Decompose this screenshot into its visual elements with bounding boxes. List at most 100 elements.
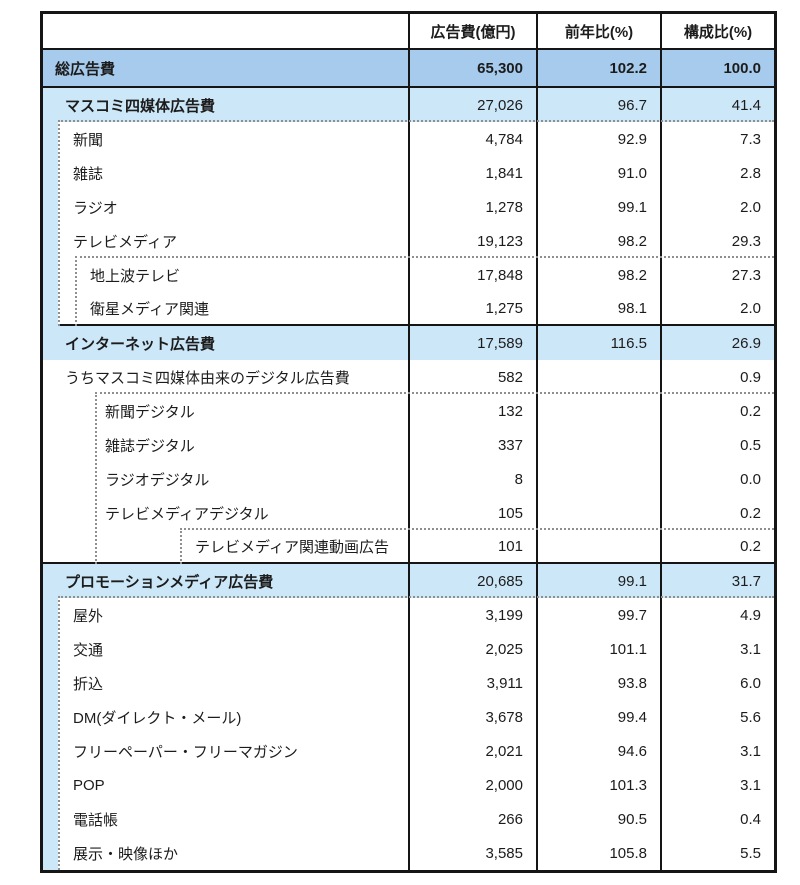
row-label: 折込 <box>73 675 104 693</box>
cost-cell: 3,199 <box>408 598 536 632</box>
yoy-cell: 105.8 <box>536 836 660 870</box>
cost-cell: 3,911 <box>408 666 536 700</box>
table-row: ラジオ 1,278 99.1 2.0 <box>43 190 774 224</box>
yoy-cell: 98.2 <box>536 224 660 258</box>
share-cell: 0.2 <box>660 530 774 562</box>
row-label: 屋外 <box>73 607 104 625</box>
table-row: テレビメディア 19,123 98.2 29.3 <box>43 224 774 258</box>
table-row: 屋外 3,199 99.7 4.9 <box>43 598 774 632</box>
row-label: ラジオデジタル <box>105 471 210 489</box>
yoy-cell: 102.2 <box>536 50 660 86</box>
cost-cell: 4,784 <box>408 122 536 156</box>
header-row: 広告費(億円) 前年比(%) 構成比(%) <box>43 14 774 50</box>
cost-cell: 105 <box>408 496 536 530</box>
table-row-section: マスコミ四媒体広告費 27,026 96.7 41.4 <box>43 88 774 122</box>
share-cell: 0.9 <box>660 360 774 394</box>
table-row: 電話帳 266 90.5 0.4 <box>43 802 774 836</box>
cost-cell: 2,021 <box>408 734 536 768</box>
yoy-cell: 99.7 <box>536 598 660 632</box>
yoy-cell: 93.8 <box>536 666 660 700</box>
share-cell: 31.7 <box>660 564 774 598</box>
ad-spend-table: 広告費(億円) 前年比(%) 構成比(%) 総広告費 65,300 102.2 … <box>40 11 777 873</box>
table-row: 地上波テレビ 17,848 98.2 27.3 <box>43 258 774 292</box>
row-label: フリーペーパー・フリーマガジン <box>73 743 298 761</box>
share-cell: 100.0 <box>660 50 774 86</box>
table-row: 雑誌 1,841 91.0 2.8 <box>43 156 774 190</box>
yoy-cell: 99.4 <box>536 700 660 734</box>
yoy-cell <box>536 394 660 428</box>
table-row: 折込 3,911 93.8 6.0 <box>43 666 774 700</box>
corner-cell <box>43 14 408 48</box>
cost-cell: 17,848 <box>408 258 536 292</box>
share-cell: 5.5 <box>660 836 774 870</box>
yoy-cell: 116.5 <box>536 326 660 360</box>
yoy-cell: 92.9 <box>536 122 660 156</box>
yoy-cell: 98.2 <box>536 258 660 292</box>
share-cell: 3.1 <box>660 734 774 768</box>
share-cell: 2.0 <box>660 292 774 324</box>
table-row-total: 総広告費 65,300 102.2 100.0 <box>43 50 774 88</box>
yoy-cell: 94.6 <box>536 734 660 768</box>
table-row: テレビメディア関連動画広告 101 0.2 <box>43 530 774 564</box>
table-row: 雑誌デジタル 337 0.5 <box>43 428 774 462</box>
row-label: POP <box>73 776 105 794</box>
share-cell: 0.0 <box>660 462 774 496</box>
row-label: テレビメディア関連動画広告 <box>195 538 389 556</box>
cost-cell: 101 <box>408 530 536 562</box>
table-row: テレビメディアデジタル 105 0.2 <box>43 496 774 530</box>
row-label: DM(ダイレクト・メール) <box>73 709 242 727</box>
share-cell: 3.1 <box>660 632 774 666</box>
cost-cell: 19,123 <box>408 224 536 258</box>
yoy-cell: 98.1 <box>536 292 660 324</box>
share-cell: 0.5 <box>660 428 774 462</box>
table-row: 交通 2,025 101.1 3.1 <box>43 632 774 666</box>
yoy-cell: 99.1 <box>536 190 660 224</box>
cost-cell: 266 <box>408 802 536 836</box>
cost-cell: 3,585 <box>408 836 536 870</box>
table-row-section: インターネット広告費 17,589 116.5 26.9 <box>43 326 774 360</box>
cost-cell: 1,275 <box>408 292 536 324</box>
col-header-yoy: 前年比(%) <box>536 14 660 48</box>
row-label: プロモーションメディア広告費 <box>65 573 274 591</box>
yoy-cell <box>536 530 660 562</box>
share-cell: 2.8 <box>660 156 774 190</box>
row-label: 雑誌デジタル <box>105 437 195 455</box>
yoy-cell <box>536 462 660 496</box>
row-label: 新聞 <box>73 131 104 149</box>
cost-cell: 3,678 <box>408 700 536 734</box>
yoy-cell <box>536 428 660 462</box>
table-row: DM(ダイレクト・メール) 3,678 99.4 5.6 <box>43 700 774 734</box>
table-row: ラジオデジタル 8 0.0 <box>43 462 774 496</box>
table-row: 衛星メディア関連 1,275 98.1 2.0 <box>43 292 774 326</box>
yoy-cell <box>536 360 660 394</box>
yoy-cell <box>536 496 660 530</box>
yoy-cell: 101.1 <box>536 632 660 666</box>
cost-cell: 2,025 <box>408 632 536 666</box>
table-row: 新聞デジタル 132 0.2 <box>43 394 774 428</box>
row-label: インターネット広告費 <box>65 335 216 353</box>
cost-cell: 582 <box>408 360 536 394</box>
share-cell: 0.2 <box>660 394 774 428</box>
table-row: 展示・映像ほか 3,585 105.8 5.5 <box>43 836 774 870</box>
cost-cell: 8 <box>408 462 536 496</box>
table-row: 新聞 4,784 92.9 7.3 <box>43 122 774 156</box>
row-label: 衛星メディア関連 <box>90 300 209 318</box>
share-cell: 4.9 <box>660 598 774 632</box>
cost-cell: 17,589 <box>408 326 536 360</box>
cost-cell: 132 <box>408 394 536 428</box>
share-cell: 7.3 <box>660 122 774 156</box>
share-cell: 27.3 <box>660 258 774 292</box>
row-label: 地上波テレビ <box>90 267 181 285</box>
row-label: 交通 <box>73 641 104 659</box>
share-cell: 6.0 <box>660 666 774 700</box>
yoy-cell: 99.1 <box>536 564 660 598</box>
col-header-cost: 広告費(億円) <box>408 14 536 48</box>
row-label: テレビメディアデジタル <box>105 505 269 523</box>
table-row-section: プロモーションメディア広告費 20,685 99.1 31.7 <box>43 564 774 598</box>
share-cell: 5.6 <box>660 700 774 734</box>
cost-cell: 1,278 <box>408 190 536 224</box>
row-label: テレビメディア <box>73 233 177 251</box>
cost-cell: 27,026 <box>408 88 536 122</box>
row-label: うちマスコミ四媒体由来のデジタル広告費 <box>65 369 350 387</box>
row-label: 総広告費 <box>55 60 116 78</box>
